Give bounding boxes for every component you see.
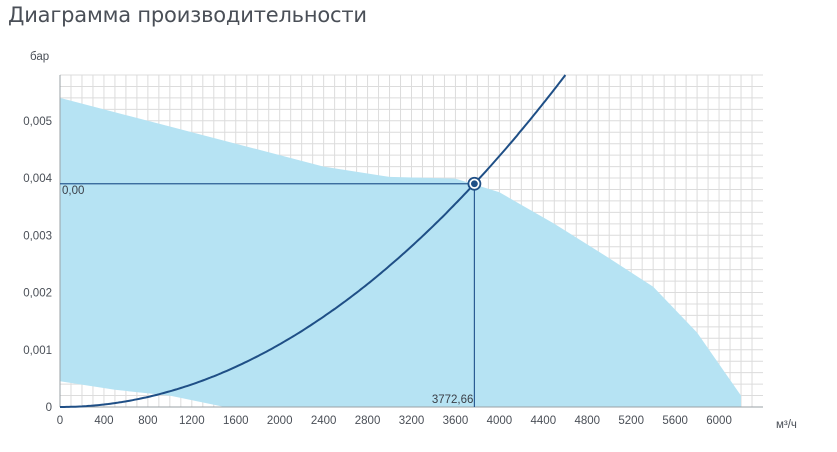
x-tick-label: 1600 xyxy=(223,415,249,427)
axes xyxy=(59,75,763,408)
y-axis-label: бар xyxy=(30,51,49,63)
x-tick-label: 5600 xyxy=(662,415,688,427)
y-tick-label: 0 xyxy=(46,402,52,414)
x-tick-label: 2800 xyxy=(355,415,381,427)
x-tick-label: 800 xyxy=(138,415,157,427)
operating-area xyxy=(60,97,741,408)
x-tick-label: 6000 xyxy=(706,415,732,427)
x-tick-label: 5200 xyxy=(618,415,644,427)
x-axis-label: м³/ч xyxy=(776,419,797,431)
x-tick-label: 4400 xyxy=(531,415,557,427)
operating-point-marker-dot xyxy=(471,180,478,188)
y-tick-label: 0,005 xyxy=(23,116,52,128)
x-tick-label: 3200 xyxy=(399,415,425,427)
x-tick-label: 4800 xyxy=(574,415,600,427)
y-tick-label: 0,002 xyxy=(23,288,52,300)
system-curve xyxy=(60,74,567,408)
x-tick-label: 3600 xyxy=(443,415,469,427)
operating-point-guides: 0,00 3772,66 xyxy=(60,176,482,407)
y-tick-label: 0,003 xyxy=(23,230,52,242)
x-tick-label: 2400 xyxy=(311,415,337,427)
y-tick-label: 0,001 xyxy=(23,345,52,357)
tick-labels: 0 400 800 1200 1600 2000 2400 2800 3200 3600 4000 4… xyxy=(23,116,732,427)
x-tick-label: 4000 xyxy=(487,415,513,427)
x-tick-label: 0 xyxy=(57,415,63,427)
x-tick-label: 1200 xyxy=(179,415,205,427)
y-tick-label: 0,004 xyxy=(23,173,52,185)
operating-point-x-label: 3772,66 xyxy=(432,394,474,406)
x-tick-label: 2000 xyxy=(267,415,293,427)
chart-title: Диаграмма производительности xyxy=(8,3,367,27)
operating-point-y-label: 0,00 xyxy=(62,185,84,197)
x-tick-label: 400 xyxy=(94,415,113,427)
